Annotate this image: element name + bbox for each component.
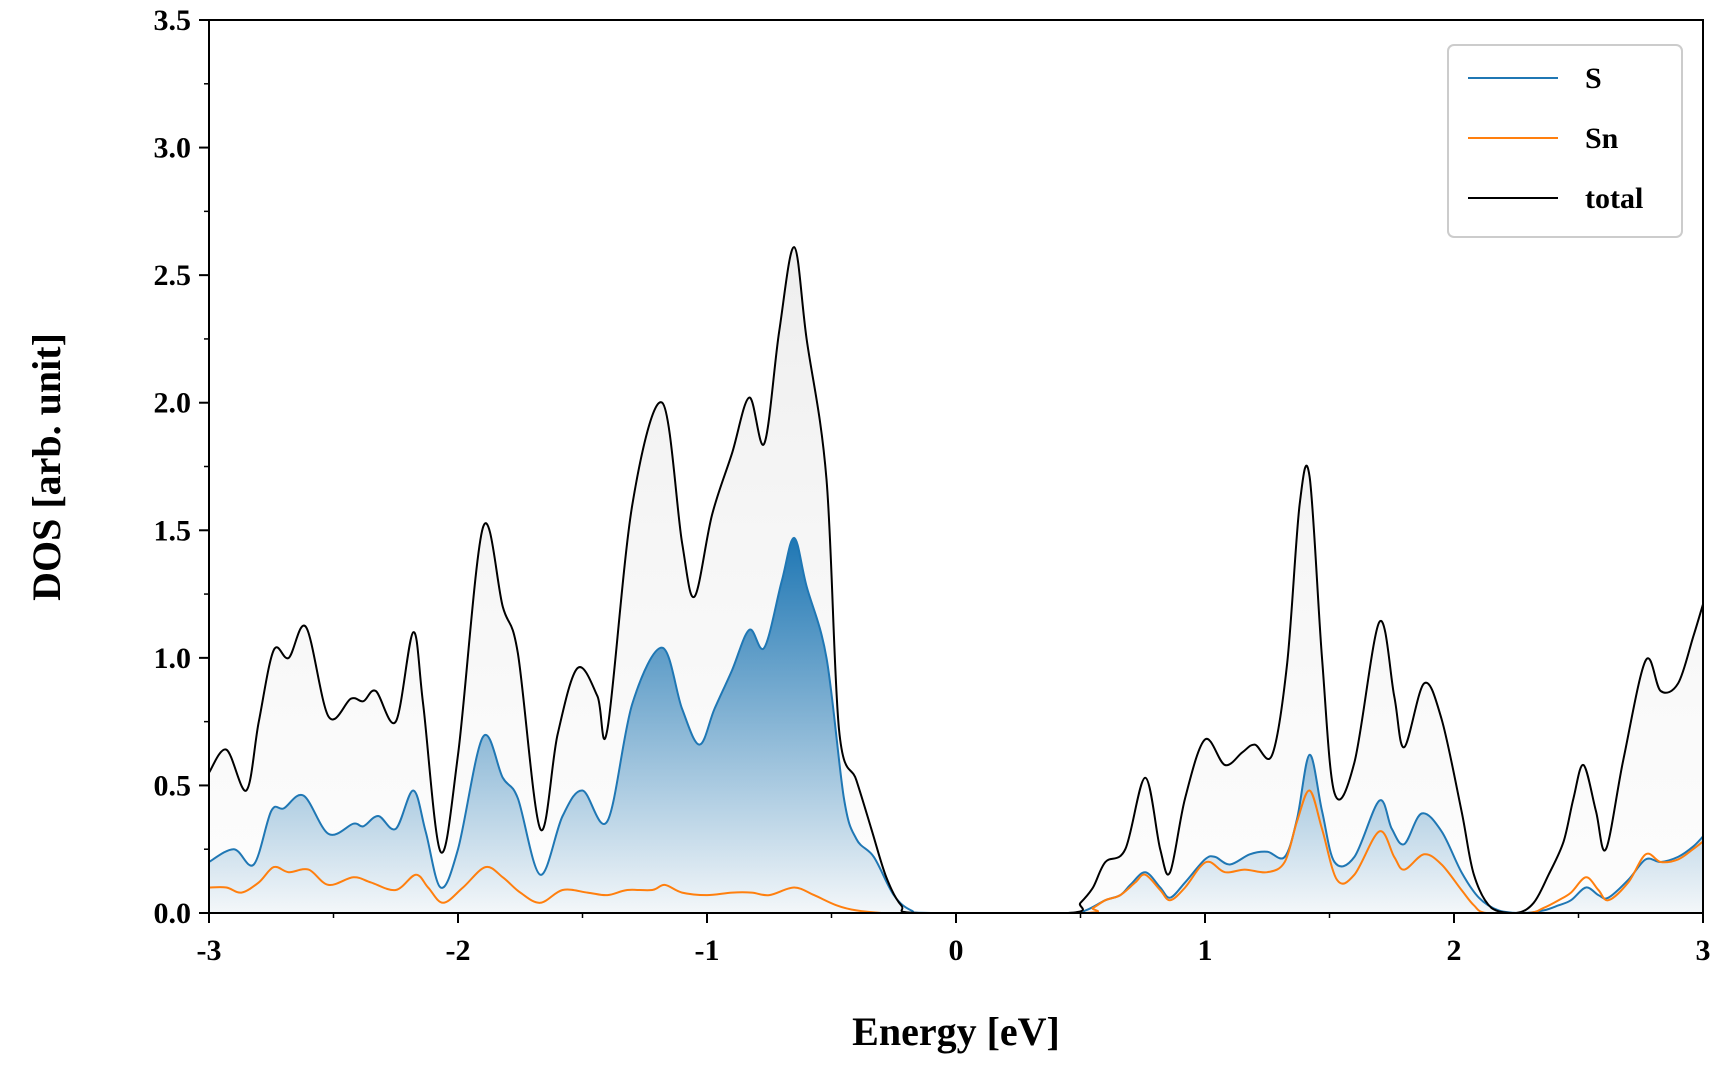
y-tick-label: 2.5 [154,259,192,292]
fill-s [209,537,1703,913]
legend-label-total: total [1585,182,1643,215]
x-tick-label: 0 [949,934,964,967]
legend: S Sn total [1447,44,1683,238]
legend-label-sn: Sn [1585,122,1619,155]
x-tick-label: -2 [446,934,471,967]
x-axis: -3 -2 -1 0 1 2 3 [197,912,1711,967]
y-tick-label: 3.5 [154,4,192,37]
series-line-total [209,246,1703,913]
x-tick-label: 3 [1696,934,1711,967]
x-tick-label: 1 [1198,934,1213,967]
y-axis: 0.0 0.5 1.0 1.5 2.0 2.5 3.0 3.5 [154,4,209,930]
y-tick-label: 0.0 [154,897,192,930]
y-tick-label: 1.0 [154,642,192,675]
fill-total [209,247,1703,913]
x-tick-label: -1 [695,934,720,967]
x-tick-label: -3 [197,934,222,967]
y-axis-title: DOS [arb. unit] [24,333,69,601]
x-tick-label: 2 [1447,934,1462,967]
series-line-sn [209,789,1703,913]
legend-label-s: S [1585,62,1602,95]
y-tick-label: 0.5 [154,769,192,802]
series-line-s [209,536,1703,913]
x-axis-title: Energy [eV] [852,1009,1060,1054]
legend-box [1447,44,1683,238]
y-tick-label: 1.5 [154,514,192,547]
y-tick-label: 2.0 [154,387,192,420]
y-tick-label: 3.0 [154,132,192,165]
